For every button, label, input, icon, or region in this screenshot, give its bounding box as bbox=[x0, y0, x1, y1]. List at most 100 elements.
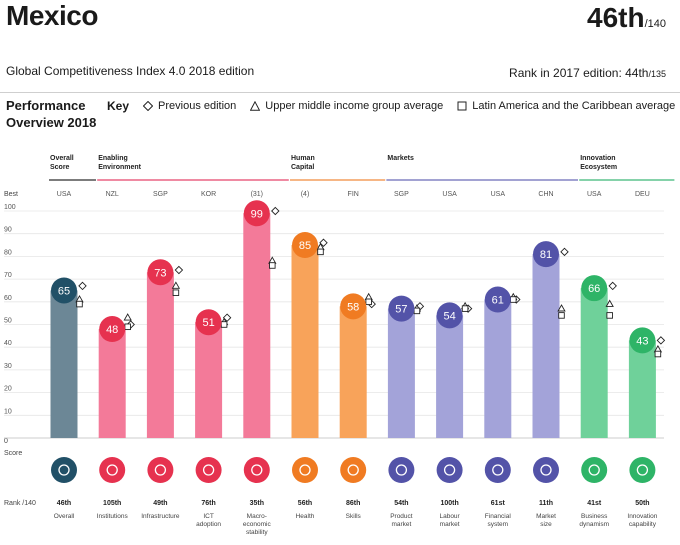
best-label: Best bbox=[4, 191, 18, 198]
bar bbox=[580, 288, 608, 438]
performance-title: Performance Overview 2018 bbox=[6, 98, 97, 130]
business-dynamism-icon bbox=[581, 457, 608, 483]
best-economy: (31) bbox=[251, 191, 263, 198]
value-circle bbox=[292, 232, 318, 259]
group-label: Ecosystem bbox=[580, 164, 617, 171]
value-label: 85 bbox=[299, 240, 311, 252]
value-label: 48 bbox=[106, 324, 118, 336]
value-label: 81 bbox=[540, 249, 552, 261]
legend-item-previous: Previous edition bbox=[143, 100, 236, 112]
pillar-name: system bbox=[488, 521, 509, 528]
value-circle bbox=[629, 327, 656, 354]
health-icon bbox=[292, 457, 318, 483]
best-economy: USA bbox=[587, 191, 602, 198]
rank-value: 46th bbox=[57, 500, 71, 507]
pillar-name: Overall bbox=[54, 513, 75, 520]
value-label: 43 bbox=[636, 335, 648, 347]
tick-label: 100 bbox=[4, 204, 16, 211]
financial-system-icon-glyph bbox=[492, 464, 504, 476]
business-dynamism-icon-glyph bbox=[588, 464, 600, 476]
value-circle bbox=[388, 295, 415, 322]
medal-icon bbox=[51, 457, 77, 483]
overall-rank: 46th/140 bbox=[587, 2, 666, 34]
best-economy: CHN bbox=[538, 191, 553, 198]
best-economy: DEU bbox=[635, 191, 650, 198]
pillar-name: Market bbox=[536, 513, 556, 520]
bar bbox=[98, 329, 126, 438]
rank-value: 56th bbox=[298, 500, 312, 507]
diamond-icon bbox=[143, 101, 154, 111]
value-circle bbox=[581, 275, 608, 302]
pillar-name: Labour bbox=[439, 513, 460, 520]
product-market-icon-glyph bbox=[395, 464, 408, 476]
previous-rank: Rank in 2017 edition: 44th/135 bbox=[509, 66, 666, 80]
value-circle bbox=[533, 241, 559, 268]
lac-marker bbox=[220, 321, 228, 328]
previous-marker bbox=[656, 336, 666, 345]
tick-label: 40 bbox=[4, 340, 12, 347]
score-label: Score bbox=[4, 450, 22, 457]
market-size-icon-glyph bbox=[540, 464, 552, 476]
previous-marker bbox=[271, 206, 280, 216]
edition-label: Global Competitiveness Index 4.0 2018 ed… bbox=[6, 64, 255, 78]
best-economy: NZL bbox=[106, 191, 119, 198]
group-label: Environment bbox=[98, 164, 141, 171]
legend-key-label: Key bbox=[107, 99, 130, 113]
skills-icon bbox=[340, 457, 367, 483]
best-economy: USA bbox=[491, 191, 506, 198]
rank-value: 100th bbox=[440, 500, 458, 507]
pillar-name: Infrastructure bbox=[141, 513, 180, 520]
header-divider bbox=[0, 92, 680, 93]
previous-rank-label: Rank in 2017 edition: 44th bbox=[509, 66, 649, 80]
institutions-icon-glyph bbox=[106, 464, 118, 476]
previous-rank-total: /135 bbox=[648, 69, 666, 79]
value-label: 65 bbox=[58, 285, 70, 297]
best-economy: SGP bbox=[153, 191, 168, 198]
ict-icon-glyph bbox=[202, 464, 215, 476]
lac-marker bbox=[510, 296, 517, 303]
square-icon bbox=[457, 101, 467, 111]
best-economy: SGP bbox=[394, 191, 409, 198]
lac-marker bbox=[172, 289, 180, 296]
previous-marker bbox=[174, 265, 184, 275]
umi-marker bbox=[123, 313, 132, 321]
rank-value: 76th bbox=[201, 500, 215, 507]
bar bbox=[291, 245, 319, 438]
rank-value: 46th bbox=[587, 2, 645, 33]
pillar-name: adoption bbox=[196, 521, 221, 528]
rank-value: 41st bbox=[587, 500, 602, 507]
product-market-icon bbox=[388, 457, 415, 483]
bar bbox=[339, 306, 367, 438]
lac-marker bbox=[76, 300, 83, 308]
tick-label: 70 bbox=[4, 272, 12, 279]
country-title: Mexico bbox=[6, 0, 98, 31]
lac-marker bbox=[317, 248, 324, 256]
pillar-name: ICT bbox=[203, 513, 214, 520]
lac-marker bbox=[365, 298, 372, 306]
group-label: Overall bbox=[50, 155, 74, 162]
pillar-name: Health bbox=[296, 513, 315, 520]
pillar-name: Financial bbox=[485, 513, 512, 520]
best-economy: USA bbox=[442, 191, 457, 198]
tick-label: 90 bbox=[4, 227, 12, 234]
legend: Key Previous edition Upper middle income… bbox=[107, 99, 675, 113]
tick-label: 10 bbox=[4, 408, 12, 415]
rank-value: 105th bbox=[103, 500, 121, 507]
tick-label: 20 bbox=[4, 386, 12, 393]
financial-system-icon bbox=[484, 457, 511, 483]
rank-total: /140 bbox=[644, 18, 666, 30]
innovation-icon-glyph bbox=[636, 464, 649, 476]
value-label: 57 bbox=[395, 304, 407, 316]
pillar-name: Institutions bbox=[97, 513, 129, 520]
infrastructure-icon-glyph bbox=[154, 464, 167, 476]
ict-icon bbox=[195, 457, 222, 483]
group-label: Capital bbox=[291, 164, 314, 171]
pillar-name: capability bbox=[629, 521, 657, 528]
bar bbox=[484, 299, 512, 438]
pillar-name: Skills bbox=[346, 513, 362, 520]
tick-label: 30 bbox=[4, 363, 12, 370]
lac-marker bbox=[413, 307, 421, 315]
triangle-icon bbox=[250, 101, 261, 111]
group-label: Markets bbox=[387, 155, 414, 162]
